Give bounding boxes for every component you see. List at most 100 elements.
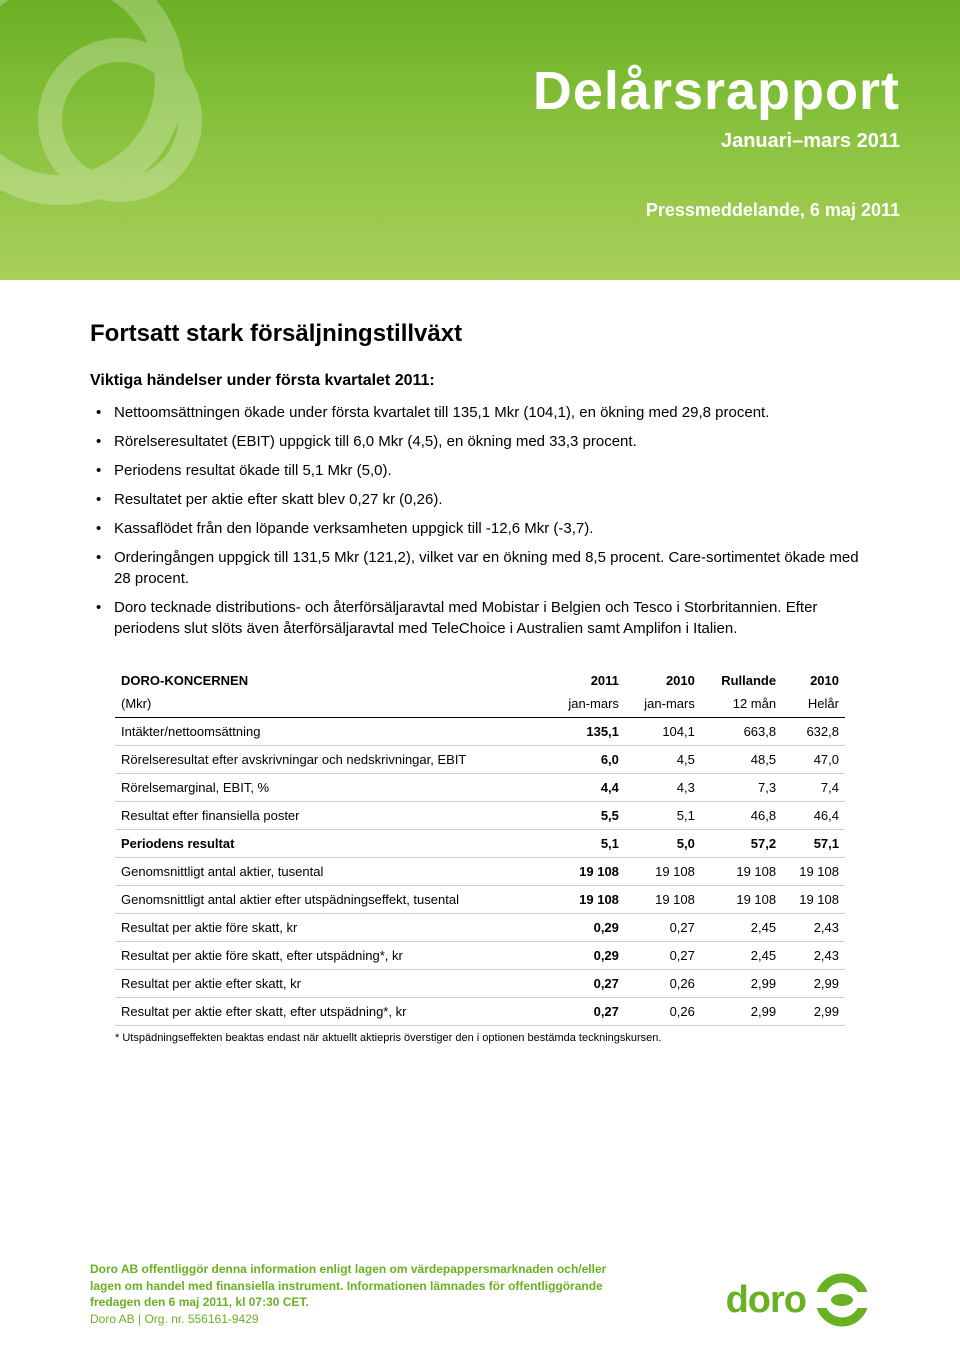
bullet-item: Doro tecknade distributions- och återför…	[114, 597, 870, 639]
row-value: 135,1	[549, 718, 625, 746]
row-value: 2,43	[782, 942, 845, 970]
row-label: Resultat per aktie före skatt, kr	[115, 914, 549, 942]
row-value: 48,5	[701, 746, 782, 774]
report-period: Januari–mars 2011	[721, 130, 900, 153]
row-label: Periodens resultat	[115, 830, 549, 858]
row-label: Rörelsemarginal, EBIT, %	[115, 774, 549, 802]
bullet-list: Nettoomsättningen ökade under första kva…	[90, 402, 870, 639]
row-label: Resultat per aktie efter skatt, kr	[115, 970, 549, 998]
logo-icon	[814, 1272, 870, 1328]
row-value: 0,26	[625, 998, 701, 1026]
row-value: 0,27	[625, 914, 701, 942]
row-value: 19 108	[625, 886, 701, 914]
bullet-item: Rörelseresultatet (EBIT) uppgick till 6,…	[114, 431, 870, 452]
row-value: 7,3	[701, 774, 782, 802]
table-row: Genomsnittligt antal aktier efter utspäd…	[115, 886, 845, 914]
footer-line1: Doro AB offentliggör denna information e…	[90, 1262, 606, 1310]
col-header-rolling: Rullande	[701, 669, 782, 692]
row-value: 19 108	[549, 886, 625, 914]
table-row: Intäkter/nettoomsättning135,1104,1663,86…	[115, 718, 845, 746]
row-value: 47,0	[782, 746, 845, 774]
row-value: 2,99	[782, 998, 845, 1026]
logo-text: doro	[726, 1279, 806, 1322]
footer-disclosure: Doro AB offentliggör denna information e…	[90, 1261, 630, 1328]
row-label: Resultat efter finansiella poster	[115, 802, 549, 830]
row-value: 6,0	[549, 746, 625, 774]
row-value: 57,2	[701, 830, 782, 858]
col-sub-janmars1: jan-mars	[549, 692, 625, 718]
row-value: 19 108	[701, 886, 782, 914]
row-value: 2,45	[701, 914, 782, 942]
row-value: 0,26	[625, 970, 701, 998]
header-decoration	[0, 0, 240, 260]
row-value: 2,99	[701, 970, 782, 998]
header-banner: Delårsrapport Januari–mars 2011 Pressmed…	[0, 0, 960, 280]
row-value: 4,5	[625, 746, 701, 774]
col-header-fullyear: 2010	[782, 669, 845, 692]
row-value: 0,27	[625, 942, 701, 970]
table-header-sublabel: (Mkr)	[115, 692, 549, 718]
table-footnote: * Utspädningseffekten beaktas endast när…	[115, 1032, 845, 1044]
table-row: Resultat per aktie efter skatt, kr0,270,…	[115, 970, 845, 998]
table-row: Resultat per aktie före skatt, kr0,290,2…	[115, 914, 845, 942]
row-value: 19 108	[625, 858, 701, 886]
row-value: 2,99	[782, 970, 845, 998]
row-label: Resultat per aktie efter skatt, efter ut…	[115, 998, 549, 1026]
bullet-item: Orderingången uppgick till 131,5 Mkr (12…	[114, 547, 870, 589]
press-release-line: Pressmeddelande, 6 maj 2011	[646, 200, 900, 221]
row-value: 0,29	[549, 942, 625, 970]
row-value: 19 108	[701, 858, 782, 886]
row-value: 2,43	[782, 914, 845, 942]
footer: Doro AB offentliggör denna information e…	[90, 1261, 870, 1328]
col-sub-12man: 12 mån	[701, 692, 782, 718]
row-value: 19 108	[782, 886, 845, 914]
row-value: 663,8	[701, 718, 782, 746]
bullet-item: Resultatet per aktie efter skatt blev 0,…	[114, 489, 870, 510]
doro-logo: doro	[726, 1272, 870, 1328]
row-value: 632,8	[782, 718, 845, 746]
row-value: 4,3	[625, 774, 701, 802]
bullet-item: Nettoomsättningen ökade under första kva…	[114, 402, 870, 423]
row-label: Resultat per aktie före skatt, efter uts…	[115, 942, 549, 970]
row-label: Intäkter/nettoomsättning	[115, 718, 549, 746]
main-heading: Fortsatt stark försäljningstillväxt	[90, 320, 870, 348]
report-title: Delårsrapport	[533, 60, 900, 122]
row-value: 46,8	[701, 802, 782, 830]
row-label: Rörelseresultat efter avskrivningar och …	[115, 746, 549, 774]
row-value: 19 108	[549, 858, 625, 886]
col-header-2011: 2011	[549, 669, 625, 692]
content-area: Fortsatt stark försäljningstillväxt Vikt…	[0, 280, 960, 1044]
table-row: Resultat efter finansiella poster5,55,14…	[115, 802, 845, 830]
row-value: 57,1	[782, 830, 845, 858]
footer-line2: Doro AB | Org. nr. 556161-9429	[90, 1312, 259, 1326]
financial-table: DORO-KONCERNEN 2011 2010 Rullande 2010 (…	[115, 669, 845, 1026]
col-sub-helar: Helår	[782, 692, 845, 718]
row-label: Genomsnittligt antal aktier efter utspäd…	[115, 886, 549, 914]
row-value: 2,45	[701, 942, 782, 970]
row-value: 5,0	[625, 830, 701, 858]
row-value: 2,99	[701, 998, 782, 1026]
row-value: 104,1	[625, 718, 701, 746]
row-value: 5,1	[625, 802, 701, 830]
col-sub-janmars2: jan-mars	[625, 692, 701, 718]
row-value: 5,1	[549, 830, 625, 858]
col-header-2010: 2010	[625, 669, 701, 692]
row-value: 4,4	[549, 774, 625, 802]
row-label: Genomsnittligt antal aktier, tusental	[115, 858, 549, 886]
row-value: 7,4	[782, 774, 845, 802]
row-value: 19 108	[782, 858, 845, 886]
row-value: 0,27	[549, 970, 625, 998]
row-value: 46,4	[782, 802, 845, 830]
bullet-item: Kassaflödet från den löpande verksamhete…	[114, 518, 870, 539]
table-header-label: DORO-KONCERNEN	[115, 669, 549, 692]
table-row: Periodens resultat5,15,057,257,1	[115, 830, 845, 858]
row-value: 0,27	[549, 998, 625, 1026]
table-row: Rörelseresultat efter avskrivningar och …	[115, 746, 845, 774]
table-row: Resultat per aktie efter skatt, efter ut…	[115, 998, 845, 1026]
row-value: 0,29	[549, 914, 625, 942]
row-value: 5,5	[549, 802, 625, 830]
table-row: Genomsnittligt antal aktier, tusental19 …	[115, 858, 845, 886]
table-row: Resultat per aktie före skatt, efter uts…	[115, 942, 845, 970]
sub-heading: Viktiga händelser under första kvartalet…	[90, 372, 870, 390]
table-row: Rörelsemarginal, EBIT, %4,44,37,37,4	[115, 774, 845, 802]
